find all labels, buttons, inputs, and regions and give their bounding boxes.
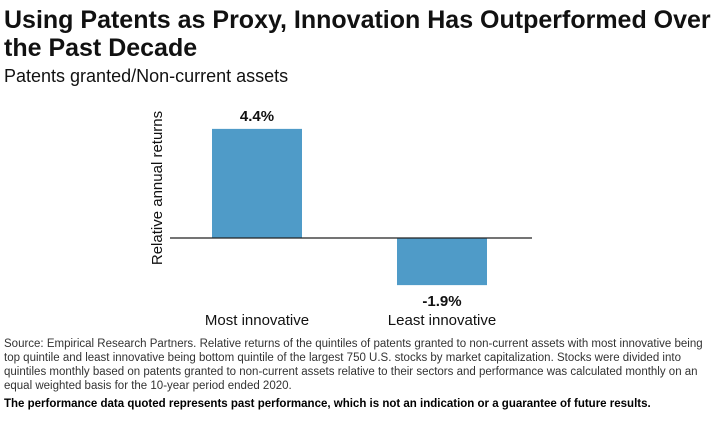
bar-least-innovative (397, 238, 487, 286)
bar-most-innovative (212, 128, 302, 238)
y-axis-label: Relative annual returns (149, 111, 166, 265)
category-label-most-innovative: Most innovative (205, 312, 309, 329)
data-label-least-innovative: -1.9% (422, 293, 461, 310)
chart-subtitle: Patents granted/Non-current assets (4, 66, 289, 86)
category-label-least-innovative: Least innovative (388, 312, 496, 329)
disclaimer-note: The performance data quoted represents p… (4, 398, 651, 410)
chart-title: Using Patents as Proxy, Innovation Has O… (4, 6, 711, 62)
bar-chart: Relative annual returns 4.4% Most innovat… (149, 108, 532, 329)
source-note: Source: Empirical Research Partners. Rel… (4, 338, 703, 392)
data-label-most-innovative: 4.4% (240, 108, 274, 125)
